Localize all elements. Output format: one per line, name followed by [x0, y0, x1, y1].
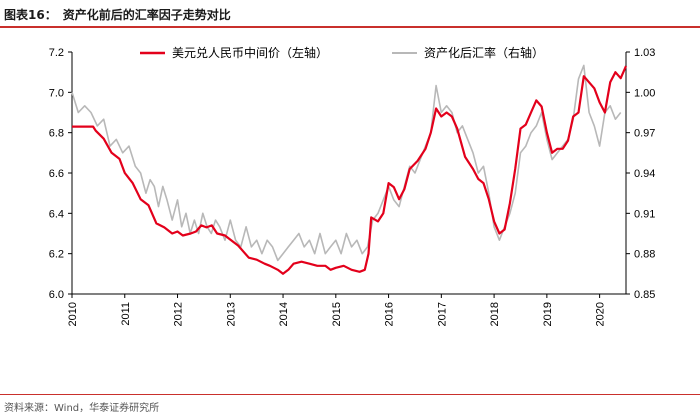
y-left-tick-label: 6.0 — [49, 289, 64, 301]
x-tick-label: 2015 — [331, 302, 343, 326]
x-tick-label: 2018 — [489, 302, 501, 326]
figure-title-text: 资产化前后的汇率因子走势对比 — [62, 8, 231, 22]
top-rule — [0, 26, 700, 28]
line-chart: 6.0 6.2 6.4 6.6 6.8 7.0 7.2 0.85 0.88 0.91 0.94 0.9… — [49, 45, 656, 326]
series-line-asset-rate — [71, 64, 622, 262]
y-right-tick-label: 0.88 — [634, 249, 655, 261]
y-right-tick-label: 0.85 — [634, 289, 655, 301]
axes: 6.0 6.2 6.4 6.6 6.8 7.0 7.2 0.85 0.88 0.91 0.94 0.9… — [49, 47, 656, 326]
legend: 美元兑人民币中间价（左轴） 资产化后汇率（右轴） — [140, 45, 544, 60]
y-left-tick-label: 6.6 — [49, 168, 64, 180]
x-tick-label: 2017 — [436, 302, 448, 326]
x-tick-label: 2019 — [542, 302, 554, 326]
y-right-tick-label: 0.94 — [634, 168, 655, 180]
figure-title: 图表16： 资产化前后的汇率因子走势对比 — [4, 6, 231, 23]
y-left-tick-label: 7.2 — [49, 47, 64, 59]
y-right-tick-label: 1.00 — [634, 87, 655, 99]
bottom-rule — [0, 394, 700, 395]
legend-label-asset-rate: 资产化后汇率（右轴） — [424, 45, 544, 60]
x-tick-label: 2010 — [67, 302, 79, 326]
x-tick-label: 2012 — [173, 302, 185, 326]
y-left-tick-label: 6.4 — [49, 208, 64, 220]
x-tick-label: 2014 — [278, 302, 290, 326]
y-left-tick-label: 6.8 — [49, 128, 64, 140]
legend-label-usdcny: 美元兑人民币中间价（左轴） — [172, 45, 328, 60]
y-left-tick-label: 7.0 — [49, 87, 64, 99]
source-note: 资料来源：Wind，华泰证券研究所 — [4, 403, 160, 414]
x-tick-label: 2013 — [225, 302, 237, 326]
series-layer — [71, 64, 628, 275]
y-right-tick-label: 0.91 — [634, 208, 655, 220]
y-left-tick-label: 6.2 — [49, 249, 64, 261]
x-tick-label: 2016 — [384, 302, 396, 326]
series-line-usdcny — [72, 65, 628, 275]
y-right-tick-label: 0.97 — [634, 128, 655, 140]
x-tick-label: 2011 — [120, 302, 132, 326]
figure-number: 图表16： — [4, 8, 57, 22]
x-tick-label: 2020 — [595, 302, 607, 326]
y-right-tick-label: 1.03 — [634, 47, 655, 59]
